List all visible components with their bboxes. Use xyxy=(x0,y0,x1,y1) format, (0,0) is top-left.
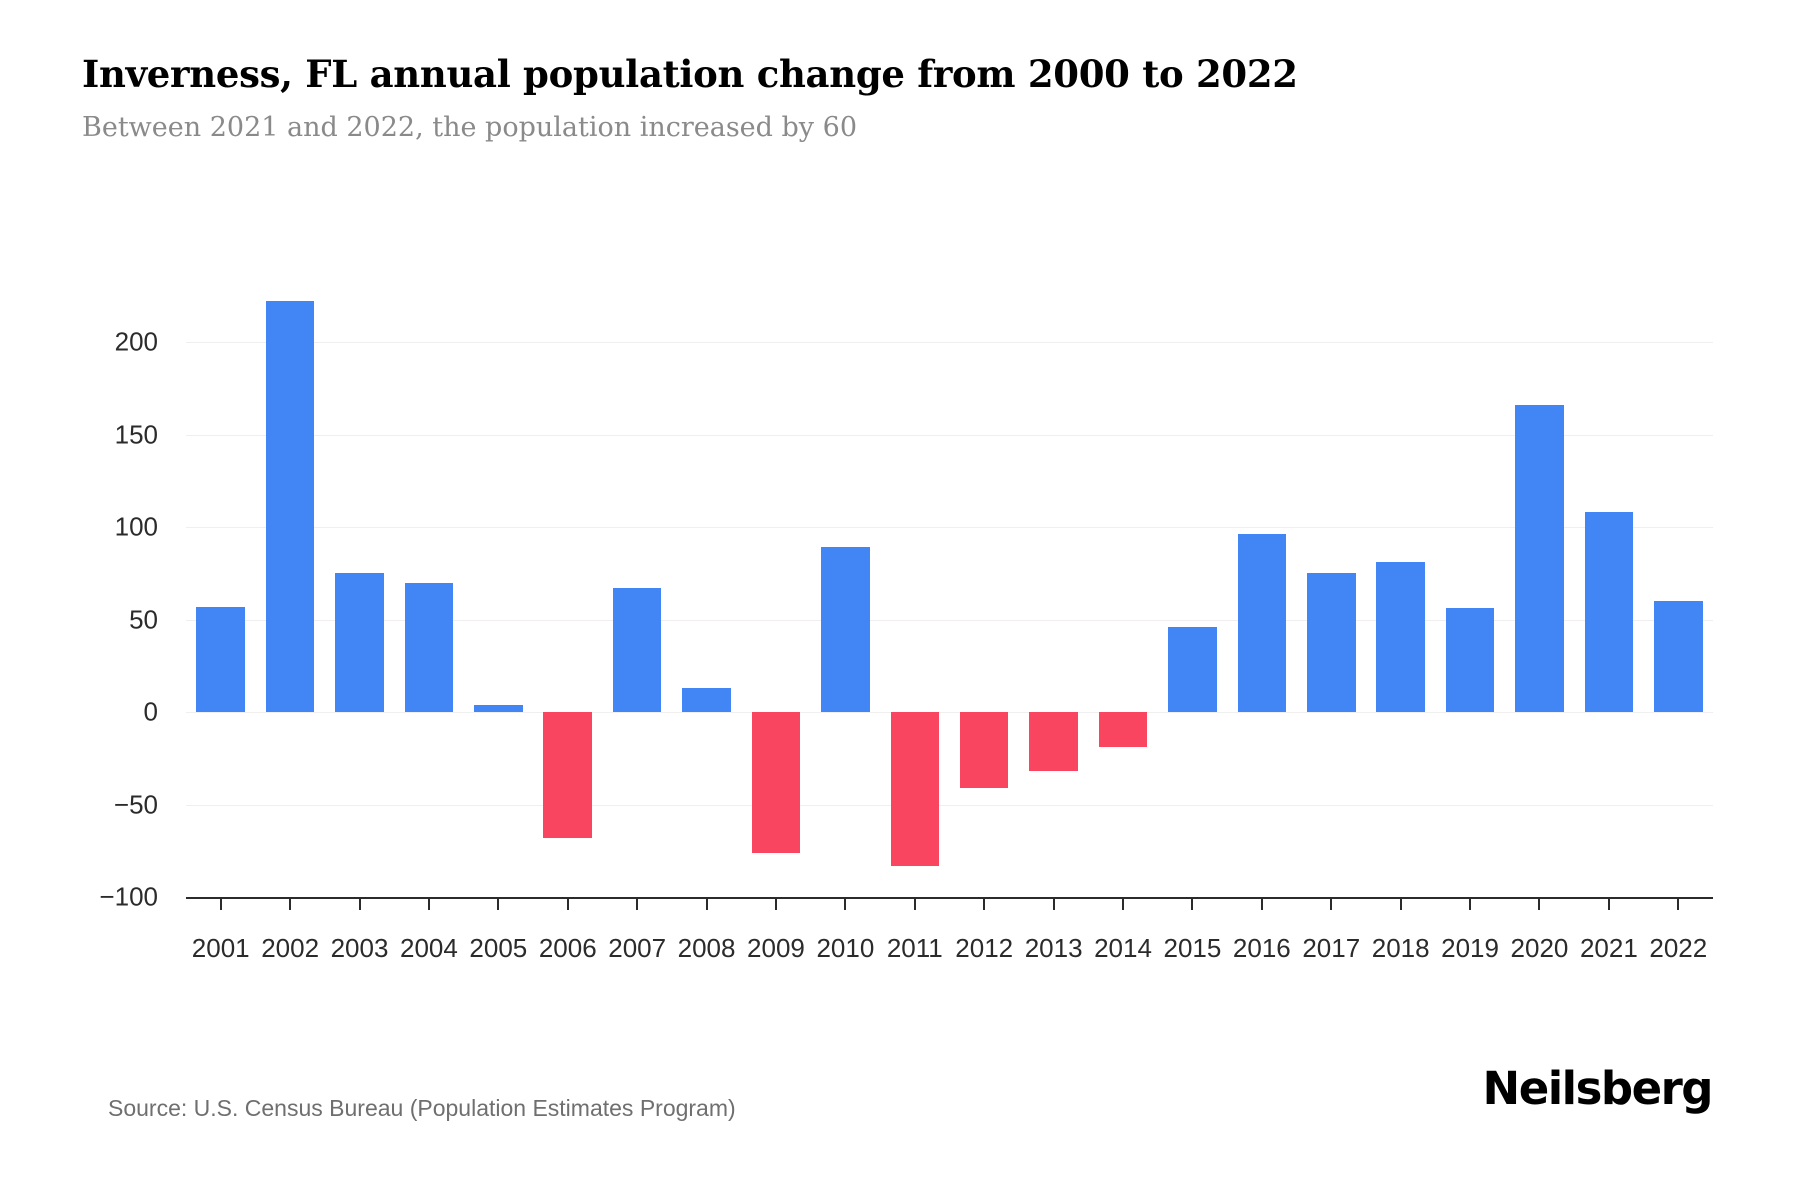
gridline xyxy=(186,527,1713,528)
x-axis-tick xyxy=(1122,897,1125,910)
bar-2019[interactable] xyxy=(1445,608,1495,712)
x-axis-tick xyxy=(289,897,292,910)
bar-2017[interactable] xyxy=(1306,573,1356,712)
x-axis-tick xyxy=(1469,897,1472,910)
x-axis-tick xyxy=(1538,897,1541,910)
x-axis-tick xyxy=(636,897,639,910)
x-axis-tick-label: 2013 xyxy=(1024,933,1083,963)
bar-2013[interactable] xyxy=(1029,712,1078,772)
x-axis-tick xyxy=(1052,897,1055,910)
x-axis-tick-label: 2010 xyxy=(816,933,875,963)
x-axis-tick xyxy=(1677,897,1680,910)
bar-2011[interactable] xyxy=(890,712,940,866)
x-axis-tick xyxy=(427,897,430,910)
x-axis-tick-label: 2014 xyxy=(1094,933,1152,963)
gridline xyxy=(186,712,1713,713)
bar-2002[interactable] xyxy=(265,301,315,712)
y-axis-tick-label: 200 xyxy=(114,326,158,357)
x-axis-tick-label: 2001 xyxy=(191,933,250,963)
x-axis-tick-label: 2015 xyxy=(1163,933,1222,963)
x-axis-tick-label: 2002 xyxy=(261,933,320,963)
x-axis-line xyxy=(186,897,1713,899)
x-axis-ticks xyxy=(186,897,1713,911)
gridline xyxy=(186,619,1713,621)
chart-header: Inverness, FL annual population change f… xyxy=(82,52,1702,144)
bar-2010[interactable] xyxy=(821,547,870,712)
y-axis-tick-label: 50 xyxy=(129,604,158,634)
bar-2007[interactable] xyxy=(612,588,662,712)
y-axis-tick-label: −50 xyxy=(113,789,158,819)
bar-2005[interactable] xyxy=(474,704,523,712)
x-axis-tick-label: 2009 xyxy=(747,933,805,963)
x-axis-tick xyxy=(566,897,569,910)
page-title: Inverness, FL annual population change f… xyxy=(82,52,1298,96)
bar-2003[interactable] xyxy=(335,573,384,712)
x-axis-tick-label: 2011 xyxy=(886,933,943,963)
x-axis-tick-label: 2016 xyxy=(1232,933,1291,963)
x-axis-tick xyxy=(705,897,708,910)
y-axis-tick-label: 100 xyxy=(114,511,158,542)
x-axis-labels: 2001 2002 2003 2004 2005 2006 2007 2008 2009 2010… xyxy=(186,933,1713,973)
x-axis-tick xyxy=(1260,897,1263,910)
x-axis-tick-label: 2007 xyxy=(608,933,667,963)
gridline xyxy=(186,342,1713,343)
bar-2008[interactable] xyxy=(682,687,731,712)
gridline xyxy=(186,434,1713,436)
x-axis-tick-label: 2019 xyxy=(1441,933,1499,963)
x-axis-tick-label: 2017 xyxy=(1302,933,1361,963)
bar-2004[interactable] xyxy=(404,582,454,712)
bar-2018[interactable] xyxy=(1376,562,1425,712)
bar-2014[interactable] xyxy=(1098,712,1148,748)
chart-subtitle: Between 2021 and 2022, the population in… xyxy=(82,112,857,144)
bar-2022[interactable] xyxy=(1654,601,1703,712)
x-axis-tick-label: 2012 xyxy=(955,933,1014,963)
bar-2020[interactable] xyxy=(1515,404,1564,712)
x-axis-tick-label: 2003 xyxy=(330,933,389,963)
x-axis-tick xyxy=(219,897,222,910)
bar-2021[interactable] xyxy=(1584,512,1634,712)
y-axis-tick-label: 0 xyxy=(143,696,158,727)
gridlines xyxy=(186,342,1713,897)
x-axis-tick-label: 2006 xyxy=(538,933,597,963)
x-axis-tick xyxy=(358,897,361,910)
x-axis-tick-label: 2004 xyxy=(400,933,458,963)
source-note: Source: U.S. Census Bureau (Population E… xyxy=(108,1095,736,1121)
x-axis-tick-label: 2008 xyxy=(677,933,736,963)
bar-2001[interactable] xyxy=(196,606,245,712)
x-axis-tick xyxy=(844,897,847,910)
x-axis-tick-label: 2018 xyxy=(1371,933,1430,963)
bar-2012[interactable] xyxy=(959,712,1009,788)
x-axis-tick xyxy=(1191,897,1194,910)
x-axis-tick xyxy=(983,897,986,910)
x-axis-tick-label: 2005 xyxy=(469,933,528,963)
bar-2006[interactable] xyxy=(543,712,593,838)
x-axis-tick-label: 2021 xyxy=(1579,933,1638,963)
y-axis-tick-label: −100 xyxy=(99,881,158,912)
x-axis-tick xyxy=(774,897,777,910)
x-axis-tick xyxy=(913,897,916,910)
x-axis-tick-label: 2020 xyxy=(1510,933,1569,963)
x-axis-tick-label: 2022 xyxy=(1649,933,1708,963)
bar-series xyxy=(186,301,1713,897)
x-axis-tick xyxy=(497,897,500,910)
gridline xyxy=(186,804,1713,806)
neilsberg-logo: Neilsberg xyxy=(1482,1062,1714,1115)
y-axis-tick-label: 150 xyxy=(114,419,158,449)
x-axis-tick xyxy=(1607,897,1610,910)
x-axis-tick xyxy=(1330,897,1333,910)
bar-2015[interactable] xyxy=(1168,626,1217,712)
bar-2016[interactable] xyxy=(1237,534,1287,712)
x-axis-tick xyxy=(1399,897,1402,910)
bar-2009[interactable] xyxy=(751,712,801,853)
